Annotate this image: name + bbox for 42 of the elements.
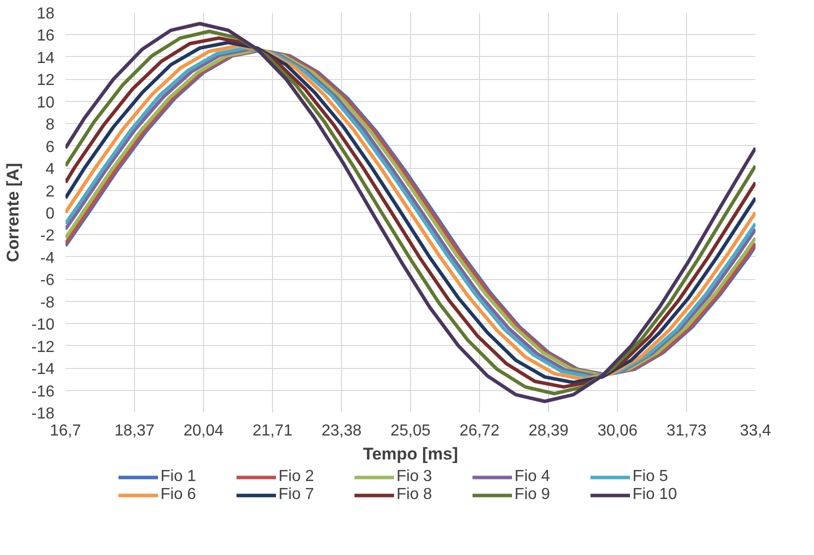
x-tick-label: 26,72 bbox=[459, 422, 500, 440]
y-tick-label: 14 bbox=[36, 50, 55, 67]
y-tick-label: -4 bbox=[40, 250, 55, 267]
x-tick-label: 28,39 bbox=[528, 422, 569, 440]
legend-label: Fio 1 bbox=[160, 468, 198, 486]
x-axis-title: Tempo [ms] bbox=[362, 444, 458, 464]
x-tick-label: 23,38 bbox=[321, 422, 362, 440]
legend-label: Fio 4 bbox=[514, 468, 552, 486]
x-tick-label: 16,7 bbox=[50, 422, 82, 440]
y-tick-label: -12 bbox=[31, 338, 55, 356]
y-axis-title: Corrente [A] bbox=[3, 162, 22, 262]
y-tick-label: 10 bbox=[36, 94, 55, 112]
legend-label: Fio 2 bbox=[278, 468, 316, 486]
x-tick-label: 25,05 bbox=[390, 422, 431, 440]
y-tick-label: 12 bbox=[36, 72, 55, 90]
x-tick-label: 18,37 bbox=[114, 422, 155, 440]
legend-label: Fio 8 bbox=[396, 486, 434, 504]
y-tick-label: -2 bbox=[40, 228, 55, 245]
x-tick-label: 21,71 bbox=[252, 422, 293, 440]
y-tick-label: 2 bbox=[46, 183, 55, 200]
legend-label: Fio 5 bbox=[632, 468, 670, 486]
y-tick-label: -10 bbox=[31, 316, 55, 334]
y-tick-label: -14 bbox=[31, 361, 55, 378]
legend-label: Fio 7 bbox=[278, 486, 316, 504]
legend-label: Fio 6 bbox=[160, 486, 198, 504]
y-tick-label: 4 bbox=[46, 161, 55, 178]
legend-label: Fio 9 bbox=[514, 486, 552, 504]
x-tick-label: 30,06 bbox=[597, 422, 638, 440]
y-tick-label: -16 bbox=[31, 383, 55, 400]
y-tick-label: 0 bbox=[46, 206, 55, 222]
x-tick-label: 31,73 bbox=[666, 422, 707, 440]
legend-label: Fio 10 bbox=[632, 486, 678, 504]
y-tick-label: 16 bbox=[36, 28, 55, 45]
y-tick-label: 6 bbox=[46, 138, 55, 156]
y-tick-label: 8 bbox=[46, 116, 55, 134]
x-tick-label: 20,04 bbox=[183, 422, 224, 440]
y-tick-label: -8 bbox=[40, 294, 55, 312]
legend-label: Fio 3 bbox=[396, 468, 434, 486]
x-tick-label: 33,4 bbox=[740, 422, 772, 440]
y-tick-label: -18 bbox=[31, 406, 55, 422]
y-tick-label: -6 bbox=[40, 272, 55, 290]
y-tick-label: 18 bbox=[36, 6, 55, 22]
